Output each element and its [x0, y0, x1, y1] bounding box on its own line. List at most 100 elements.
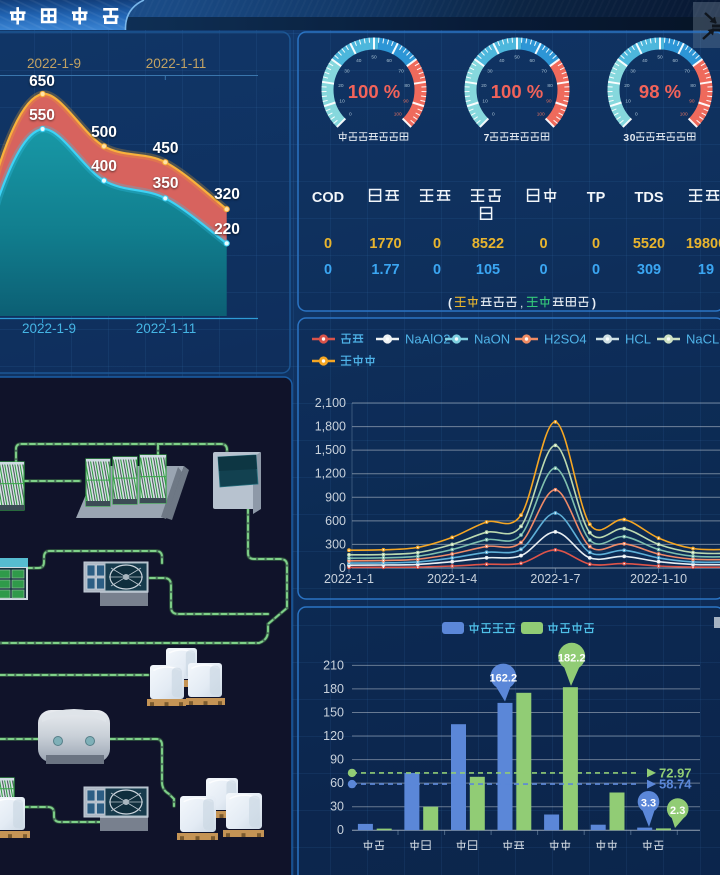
- svg-text:900: 900: [325, 490, 346, 504]
- svg-text:162.2: 162.2: [490, 673, 518, 685]
- svg-text:600: 600: [325, 514, 346, 528]
- svg-text:40: 40: [499, 58, 505, 64]
- svg-text:40: 40: [356, 58, 362, 64]
- svg-text:1,500: 1,500: [315, 443, 346, 457]
- svg-text:400: 400: [91, 158, 117, 175]
- svg-text:20: 20: [624, 83, 630, 89]
- svg-text:180: 180: [323, 682, 344, 696]
- svg-text:0: 0: [339, 561, 346, 575]
- svg-text:80: 80: [690, 83, 696, 89]
- svg-text:500: 500: [91, 124, 117, 141]
- svg-text:2,100: 2,100: [315, 396, 346, 410]
- svg-text:30: 30: [330, 800, 344, 814]
- svg-text:100 %: 100 %: [348, 81, 400, 102]
- svg-text:100: 100: [394, 112, 402, 118]
- svg-text:350: 350: [153, 175, 179, 192]
- svg-text:0: 0: [324, 236, 332, 252]
- svg-text:80: 80: [404, 83, 410, 89]
- svg-text:20: 20: [481, 83, 487, 89]
- svg-text:30: 30: [630, 68, 636, 74]
- svg-text:220: 220: [214, 221, 240, 238]
- svg-text:H2SO4: H2SO4: [544, 332, 587, 347]
- svg-text:90: 90: [330, 753, 344, 767]
- svg-text:650: 650: [29, 73, 55, 90]
- svg-text:0: 0: [630, 133, 636, 144]
- svg-text:2.3: 2.3: [670, 805, 685, 817]
- svg-text:1770: 1770: [369, 236, 401, 252]
- svg-text:20: 20: [338, 83, 344, 89]
- svg-text:0: 0: [324, 262, 332, 278]
- svg-text:0: 0: [433, 262, 441, 278]
- svg-text:0: 0: [433, 236, 441, 252]
- svg-text:58.74: 58.74: [659, 777, 692, 792]
- svg-text:19: 19: [698, 262, 714, 278]
- svg-text:3: 3: [623, 133, 629, 144]
- svg-text:10: 10: [339, 98, 345, 104]
- svg-text:5520: 5520: [633, 236, 665, 252]
- svg-text:0: 0: [635, 112, 638, 118]
- svg-text:100 %: 100 %: [491, 81, 543, 102]
- svg-text:TDS: TDS: [635, 190, 664, 206]
- svg-text:60: 60: [530, 58, 536, 64]
- svg-text:0: 0: [539, 262, 547, 278]
- svg-text:0: 0: [592, 236, 600, 252]
- svg-text:320: 320: [214, 186, 240, 203]
- svg-text:NaON: NaON: [474, 332, 510, 347]
- svg-text:90: 90: [689, 98, 695, 104]
- svg-text:120: 120: [323, 729, 344, 743]
- svg-text:2022-1-7: 2022-1-7: [530, 572, 580, 586]
- svg-text:2022-1-9: 2022-1-9: [22, 321, 76, 336]
- svg-text:COD: COD: [312, 190, 344, 206]
- svg-text:(: (: [448, 296, 452, 310]
- svg-text:0: 0: [492, 112, 495, 118]
- svg-text:NaCLO: NaCLO: [686, 332, 720, 347]
- svg-text:2022-1-4: 2022-1-4: [427, 572, 477, 586]
- svg-text:1.77: 1.77: [371, 262, 399, 278]
- svg-text:3.3: 3.3: [641, 798, 656, 810]
- svg-text:10: 10: [482, 98, 488, 104]
- svg-text:7: 7: [484, 133, 490, 144]
- svg-text:105: 105: [476, 262, 500, 278]
- svg-text:309: 309: [637, 262, 661, 278]
- svg-text:300: 300: [325, 537, 346, 551]
- svg-text:0: 0: [337, 823, 344, 837]
- svg-text:98 %: 98 %: [639, 81, 681, 102]
- svg-text:50: 50: [514, 55, 520, 61]
- svg-text:90: 90: [403, 98, 409, 104]
- svg-text:450: 450: [153, 140, 179, 157]
- svg-text:30: 30: [487, 68, 493, 74]
- svg-text:72.97: 72.97: [659, 765, 692, 780]
- svg-text:182.2: 182.2: [558, 653, 586, 665]
- svg-text:80: 80: [547, 83, 553, 89]
- svg-text:8522: 8522: [472, 236, 504, 252]
- svg-text:70: 70: [684, 68, 690, 74]
- svg-text:1,200: 1,200: [315, 467, 346, 481]
- svg-text:550: 550: [29, 107, 55, 124]
- svg-text:2022-1-11: 2022-1-11: [146, 56, 207, 71]
- svg-text:,: ,: [520, 296, 523, 310]
- svg-text:10: 10: [625, 98, 631, 104]
- svg-text:2022-1-11: 2022-1-11: [136, 321, 197, 336]
- svg-text:210: 210: [323, 658, 344, 672]
- svg-text:150: 150: [323, 706, 344, 720]
- svg-text:90: 90: [546, 98, 552, 104]
- svg-text:60: 60: [387, 58, 393, 64]
- svg-text:70: 70: [541, 68, 547, 74]
- svg-text:2022-1-9: 2022-1-9: [27, 56, 81, 71]
- svg-text:2022-1-1: 2022-1-1: [324, 572, 374, 586]
- svg-text:NaAlO2: NaAlO2: [405, 332, 451, 347]
- svg-text:): ): [592, 296, 596, 310]
- svg-text:70: 70: [398, 68, 404, 74]
- svg-text:100: 100: [537, 112, 545, 118]
- svg-text:HCL: HCL: [625, 332, 651, 347]
- svg-text:0: 0: [539, 236, 547, 252]
- svg-text:2022-1-10: 2022-1-10: [630, 572, 687, 586]
- svg-text:40: 40: [642, 58, 648, 64]
- svg-text:0: 0: [592, 262, 600, 278]
- svg-text:50: 50: [371, 55, 377, 61]
- svg-text:60: 60: [330, 776, 344, 790]
- svg-text:60: 60: [673, 58, 679, 64]
- svg-text:30: 30: [344, 68, 350, 74]
- svg-text:100: 100: [680, 112, 688, 118]
